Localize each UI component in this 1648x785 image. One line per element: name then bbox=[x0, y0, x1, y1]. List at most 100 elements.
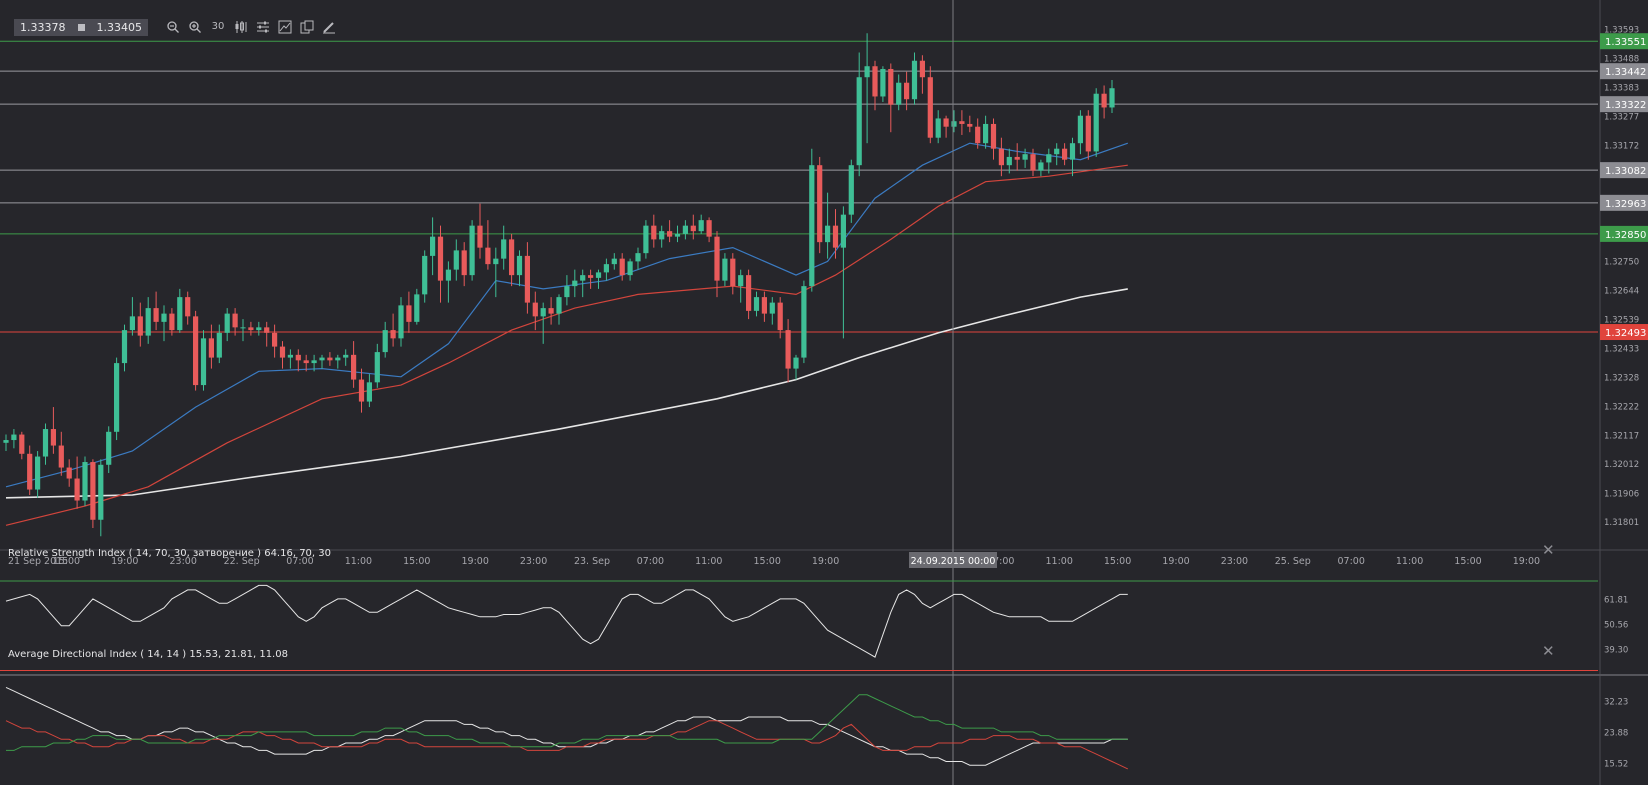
candles-icon[interactable] bbox=[234, 20, 248, 34]
y-tick-label: 1.31801 bbox=[1604, 518, 1639, 528]
candle-body bbox=[279, 346, 286, 358]
candle-body bbox=[469, 225, 475, 276]
candle-body bbox=[42, 429, 49, 457]
bid-price: 1.33378 bbox=[20, 20, 66, 34]
candle-body bbox=[58, 445, 64, 468]
candle-body bbox=[1069, 143, 1076, 160]
x-tick-label: 23:00 bbox=[170, 556, 197, 567]
square-icon bbox=[77, 23, 85, 31]
candle-body bbox=[295, 354, 301, 361]
candle-body bbox=[351, 354, 357, 380]
candle-body bbox=[706, 220, 712, 237]
x-tick-label: 19:00 bbox=[812, 556, 839, 567]
candle-body bbox=[493, 258, 499, 265]
candle-body bbox=[303, 360, 309, 364]
y-tick-label: 1.32750 bbox=[1604, 257, 1639, 267]
candle-body bbox=[114, 363, 120, 432]
candle-body bbox=[682, 225, 688, 234]
candle-body bbox=[809, 165, 815, 287]
candle-body bbox=[698, 220, 704, 232]
price-level-label: 1.32963 bbox=[1605, 199, 1646, 210]
candle-body bbox=[595, 272, 602, 278]
y-tick-label: 1.32433 bbox=[1604, 345, 1639, 355]
zoom-in-icon[interactable] bbox=[188, 20, 202, 34]
candle-body bbox=[327, 357, 333, 361]
candle-body bbox=[817, 165, 823, 243]
price-level-tag bbox=[1600, 96, 1648, 113]
x-tick-label: 19:00 bbox=[111, 556, 138, 567]
candle-body bbox=[730, 258, 736, 287]
x-tick-label: 22. Sep bbox=[224, 556, 260, 567]
candle-body bbox=[651, 225, 657, 240]
candle-body bbox=[161, 313, 167, 322]
candle-body bbox=[777, 302, 783, 331]
x-tick-label: 25. Sep bbox=[1275, 556, 1311, 567]
candle-body bbox=[753, 297, 760, 311]
zoom-out-icon[interactable] bbox=[166, 20, 180, 34]
price-level-label: 1.33082 bbox=[1605, 166, 1646, 177]
candle-body bbox=[548, 308, 554, 314]
candle-body bbox=[603, 264, 609, 273]
rsi-close-icon[interactable]: ✕ bbox=[1542, 541, 1555, 559]
candle-body bbox=[358, 379, 365, 402]
candle-body bbox=[240, 327, 246, 329]
rsi-label: Relative Strength Index ( 14, 70, 30, за… bbox=[8, 548, 331, 559]
candle-body bbox=[983, 123, 989, 144]
candle-body bbox=[880, 68, 886, 97]
candle-body bbox=[430, 236, 436, 256]
timeframe-button[interactable]: 30 bbox=[211, 21, 225, 32]
candle-body bbox=[998, 148, 1004, 166]
x-tick-label: 23:00 bbox=[1221, 556, 1248, 567]
candle-body bbox=[793, 357, 799, 369]
rsi-y-tick: 50.56 bbox=[1604, 620, 1628, 630]
price-level-label: 1.32850 bbox=[1605, 230, 1646, 241]
candle-body bbox=[746, 275, 752, 311]
candle-body bbox=[1022, 154, 1028, 160]
price-level-tag bbox=[1600, 324, 1648, 341]
candle-body bbox=[398, 305, 404, 339]
candle-body bbox=[422, 255, 428, 295]
sma-long-line bbox=[5, 288, 1128, 499]
candle-body bbox=[904, 82, 910, 100]
candle-body bbox=[959, 121, 965, 124]
price-level-label: 1.33442 bbox=[1605, 67, 1646, 78]
candle-body bbox=[248, 327, 254, 331]
x-tick-label: 15:00 bbox=[53, 556, 80, 567]
candle-body bbox=[896, 82, 902, 105]
candle-body bbox=[461, 250, 467, 276]
copy-icon[interactable] bbox=[300, 20, 314, 34]
y-tick-label: 1.32222 bbox=[1604, 403, 1639, 413]
candle-body bbox=[208, 338, 214, 358]
ema-slow-line bbox=[5, 164, 1128, 526]
candle-body bbox=[137, 316, 143, 336]
draw-pencil-icon[interactable] bbox=[322, 20, 336, 34]
x-tick-label: 07:00 bbox=[1338, 556, 1365, 567]
y-tick-label: 1.32539 bbox=[1604, 315, 1639, 325]
x-tick-label: 23. Sep bbox=[574, 556, 610, 567]
candle-body bbox=[1054, 148, 1060, 155]
candle-body bbox=[382, 330, 388, 353]
settings-sliders-icon[interactable] bbox=[256, 20, 270, 34]
candle-body bbox=[848, 165, 854, 215]
candle-body bbox=[580, 275, 586, 281]
candle-body bbox=[319, 357, 325, 361]
x-tick-label: 15:00 bbox=[754, 556, 781, 567]
adx-close-icon[interactable]: ✕ bbox=[1542, 642, 1555, 660]
y-tick-label: 1.33383 bbox=[1604, 83, 1639, 93]
adx-label: Average Directional Index ( 14, 14 ) 15.… bbox=[8, 649, 288, 660]
candle-body bbox=[264, 327, 270, 333]
candle-body bbox=[967, 123, 973, 127]
price-level-tag bbox=[1600, 162, 1648, 179]
rsi-y-tick: 61.81 bbox=[1604, 595, 1628, 605]
candle-body bbox=[200, 338, 207, 386]
x-tick-label: 07:00 bbox=[286, 556, 313, 567]
chart-type-icon[interactable] bbox=[278, 20, 292, 34]
candle-body bbox=[121, 330, 128, 364]
candle-body bbox=[1101, 93, 1107, 108]
x-tick-label: 19:00 bbox=[1513, 556, 1540, 567]
candle-body bbox=[667, 231, 673, 237]
plus-di-line bbox=[6, 694, 1128, 751]
candle-body bbox=[11, 434, 17, 441]
candle-body bbox=[524, 255, 530, 303]
